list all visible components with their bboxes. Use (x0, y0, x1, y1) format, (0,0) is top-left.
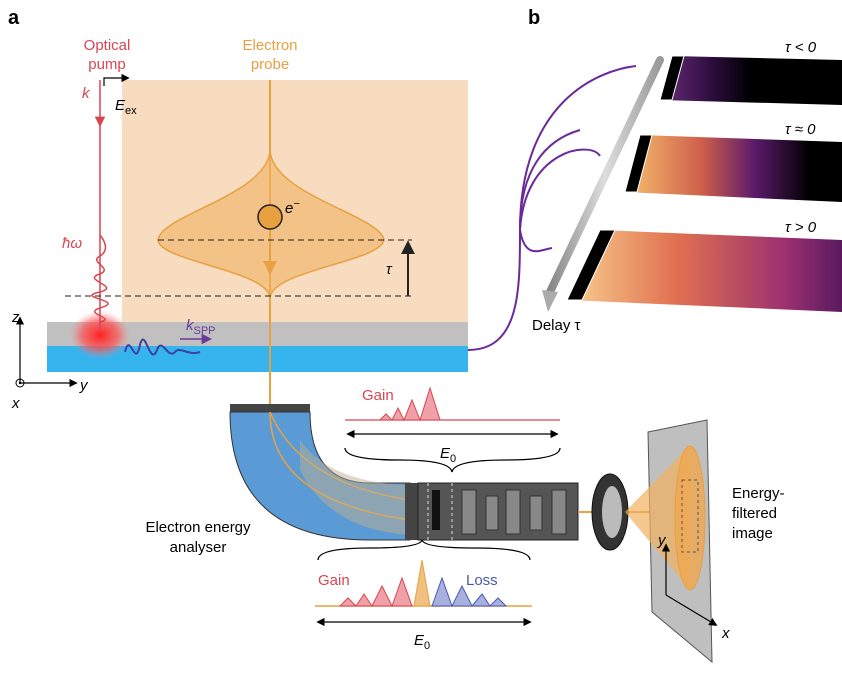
panel-b: b τ < 0 τ ≈ 0 τ > 0 Delay τ (519, 7, 842, 334)
grating (566, 55, 685, 301)
frame (660, 56, 842, 105)
frame-label: τ > 0 (785, 219, 817, 236)
gain-peaks (378, 386, 441, 422)
analyser-label: Electron energy analyser (145, 519, 251, 556)
lens-ring-inner (602, 486, 622, 538)
image-x-axis (665, 594, 718, 626)
filtered-image (674, 445, 706, 591)
image-axis-label: y (657, 532, 667, 549)
delay-label: τ (386, 261, 393, 278)
entrance-slit (230, 404, 310, 412)
photon-energy: ħω (62, 235, 82, 252)
beam-fan (300, 440, 410, 535)
gain-peaks (338, 576, 413, 608)
panel-label: b (528, 7, 540, 29)
spp-wave (124, 338, 201, 356)
frame (567, 230, 842, 312)
optical-pump-label: Optical pump (84, 37, 131, 73)
projection-cone (625, 445, 690, 590)
gain-label: Gain (362, 387, 394, 404)
lens-elements (461, 489, 567, 535)
axis-label: z (11, 309, 20, 326)
panel-a: a Optical pump k Eex ħω Electron probe e− … (8, 7, 785, 664)
x-axis-dot (18, 381, 22, 385)
energy-label: E0 (440, 445, 456, 465)
brace (317, 539, 531, 561)
delay-arrows (519, 65, 637, 253)
zero-loss-peak (413, 559, 431, 607)
rod-tip (542, 290, 558, 312)
image-axis-label: x (721, 625, 730, 642)
field-label: Eex (115, 97, 137, 117)
wavevector: k (82, 85, 91, 102)
slit-blade (432, 490, 440, 530)
brace (344, 447, 561, 473)
axis-label: y (79, 377, 89, 394)
electron (257, 204, 283, 230)
frame-label: τ < 0 (785, 39, 817, 56)
axis-label: x (11, 395, 20, 412)
excitation-spot (70, 311, 130, 359)
electron-label: e− (285, 198, 300, 217)
energy-label: E0 (414, 632, 430, 652)
pump-pulse (91, 234, 109, 323)
loss-label: Loss (466, 572, 498, 589)
frame-label: τ ≈ 0 (785, 121, 816, 138)
loss-peaks (431, 576, 508, 608)
delay-rod (546, 56, 664, 296)
gain-label: Gain (318, 572, 350, 589)
electron-probe-label: Electron probe (242, 37, 297, 73)
x-axis-origin (15, 378, 25, 388)
panel-label: a (8, 7, 20, 29)
image-frame (681, 479, 699, 553)
image-label: Energy-filtered image (732, 485, 785, 542)
delay-label: Delay τ (532, 317, 581, 334)
field-arrow (103, 73, 130, 86)
slit (405, 483, 418, 540)
frame (625, 135, 842, 202)
